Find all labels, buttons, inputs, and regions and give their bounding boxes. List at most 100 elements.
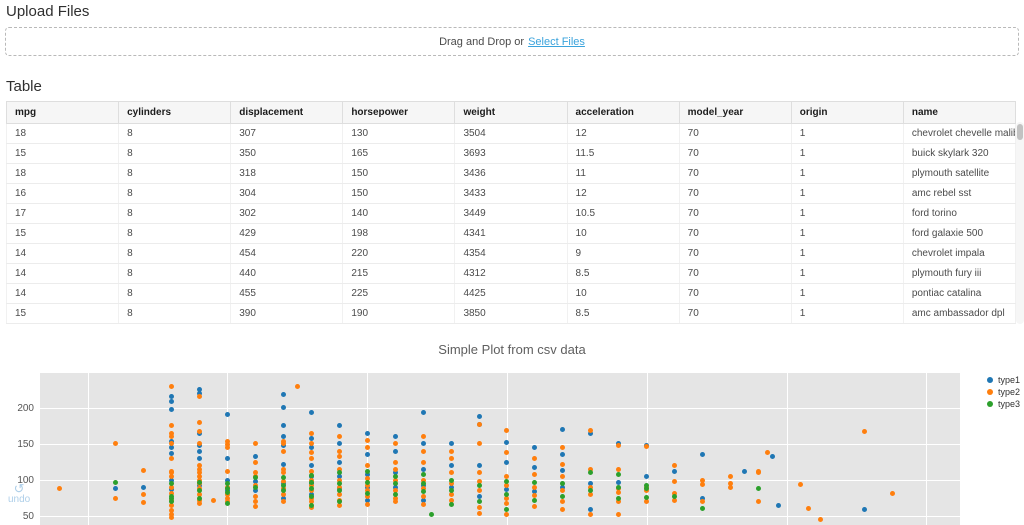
column-header-mpg: mpg: [5, 101, 120, 124]
scatter-point-type3: [168, 495, 174, 501]
table-row[interactable]: 18 8 318 150 3436 11 70 1 plymouth satellite: [5, 163, 1017, 184]
table-row[interactable]: 15 8 350 165 3693 11.5 70 1 buick skylark 320: [5, 143, 1017, 164]
scatter-point-type3: [420, 471, 426, 477]
table-cell: 304: [230, 183, 344, 204]
scatter-point-type2: [588, 466, 594, 472]
scatter-point-type2: [700, 477, 706, 483]
scatter-point-type3: [336, 499, 342, 505]
table-cell: 11.5: [566, 143, 680, 164]
scatter-point-type1: [336, 423, 342, 429]
select-files-link[interactable]: Select Files: [528, 35, 585, 48]
scatter-point-type1: [532, 445, 538, 451]
table-row[interactable]: 14 8 440 215 4312 8.5 70 1 plymouth fury iii: [5, 263, 1017, 284]
scatter-point-type1: [504, 439, 510, 445]
table-cell: 15: [5, 143, 120, 164]
scatter-point-type2: [196, 394, 202, 400]
scatter-point-type2: [336, 477, 342, 483]
chart-undo-button[interactable]: ↺ undo: [8, 482, 30, 505]
table-scrollbar-thumb[interactable]: [1017, 124, 1023, 140]
scatter-point-type2: [224, 445, 230, 451]
scatter-point-type1: [588, 506, 594, 512]
column-header-origin: origin: [790, 101, 904, 124]
column-header-name: name: [902, 101, 1017, 124]
table-cell: 429: [230, 223, 344, 244]
scatter-point-type3: [224, 481, 230, 487]
scatter-point-type2: [113, 495, 118, 501]
scatter-point-type3: [448, 488, 454, 494]
gridline-horizontal: [40, 480, 960, 482]
scatter-point-type3: [476, 483, 482, 489]
table-row[interactable]: 14 8 455 225 4425 10 70 1 pontiac catalina: [5, 283, 1017, 304]
scatter-point-type1: [644, 474, 650, 479]
table-row[interactable]: 18 8 307 130 3504 12 70 1 chevrolet chevelle mal…: [5, 123, 1017, 144]
legend-entry-type3[interactable]: type3: [986, 399, 1020, 409]
table-cell: 70: [678, 263, 792, 284]
table-cell: 4341: [454, 223, 568, 244]
scatter-point-type1: [113, 486, 118, 492]
table-cell: 70: [678, 243, 792, 264]
table-row[interactable]: 17 8 302 140 3449 10.5 70 1 ford torino: [5, 203, 1017, 224]
scatter-point-type3: [428, 512, 434, 518]
table-row[interactable]: 14 8 454 220 4354 9 70 1 chevrolet impala: [5, 243, 1017, 264]
scatter-point-type1: [742, 468, 748, 474]
legend-label: type3: [997, 399, 1020, 409]
table-cell: 455: [230, 283, 344, 304]
scatter-point-type2: [168, 383, 174, 389]
scatter-point-type2: [168, 430, 174, 436]
column-header-acceleration: acceleration: [566, 101, 680, 124]
scatter-point-type3: [113, 479, 118, 485]
scatter-point-type1: [364, 452, 370, 458]
table-cell: 165: [342, 143, 456, 164]
scatter-point-type2: [364, 437, 370, 443]
legend-entry-type2[interactable]: type2: [986, 387, 1020, 397]
table-cell: 70: [678, 123, 792, 144]
table-cell: 18: [5, 123, 120, 144]
scatter-point-type2: [168, 484, 174, 490]
scatter-point-type2: [420, 493, 426, 499]
scatter-point-type1: [280, 405, 286, 411]
table-cell: 8.5: [566, 303, 680, 324]
table-cell: 8: [118, 183, 232, 204]
legend-entry-type1[interactable]: type1: [986, 375, 1020, 385]
scatter-point-type3: [252, 475, 258, 481]
table-cell: plymouth satellite: [902, 163, 1017, 184]
scatter-point-type2: [504, 500, 510, 506]
table-cell: 318: [230, 163, 344, 184]
gridline-horizontal: [40, 443, 960, 445]
file-dropzone[interactable]: Drag and Drop or Select Files: [5, 27, 1019, 56]
table-row[interactable]: 15 8 390 190 3850 8.5 70 1 amc ambassador dpl: [5, 303, 1017, 324]
scatter-point-type1: [448, 441, 454, 447]
scatter-point-type3: [392, 481, 398, 487]
upload-files-heading: Upload Files: [6, 3, 90, 20]
table-cell: 3436: [454, 163, 568, 184]
table-row[interactable]: 15 8 429 198 4341 10 70 1 ford galaxie 500: [5, 223, 1017, 244]
scatter-point-type2: [336, 502, 342, 508]
plot-area[interactable]: [40, 373, 960, 525]
scatter-point-type1: [504, 487, 510, 493]
scatter-point-type1: [308, 463, 314, 469]
scatter-point-type1: [700, 495, 706, 501]
y-axis-tick-label: 150: [17, 438, 34, 450]
table-cell: 3693: [454, 143, 568, 164]
scatter-point-type2: [224, 495, 230, 501]
scatter-point-type1: [280, 434, 286, 440]
scatter-point-type3: [308, 486, 314, 492]
scatter-point-type2: [280, 492, 286, 498]
table-cell: 70: [678, 223, 792, 244]
scatter-point-type2: [700, 481, 706, 487]
scatter-point-type2: [756, 470, 762, 476]
scatter-point-type2: [392, 441, 398, 447]
scatter-point-type2: [672, 490, 678, 496]
table-cell: 15: [5, 223, 120, 244]
table-cell: 8: [118, 163, 232, 184]
table-cell: 3433: [454, 183, 568, 204]
scatter-point-type3: [224, 486, 230, 492]
column-header-model-year: model_year: [678, 101, 792, 124]
scatter-point-type2: [644, 443, 650, 449]
table-cell: 3504: [454, 123, 568, 144]
table-scrollbar-track[interactable]: [1016, 122, 1024, 324]
table-row[interactable]: 16 8 304 150 3433 12 70 1 amc rebel sst: [5, 183, 1017, 204]
scatter-point-type2: [196, 463, 202, 469]
scatter-point-type2: [140, 468, 146, 474]
scatter-point-type2: [476, 488, 482, 494]
